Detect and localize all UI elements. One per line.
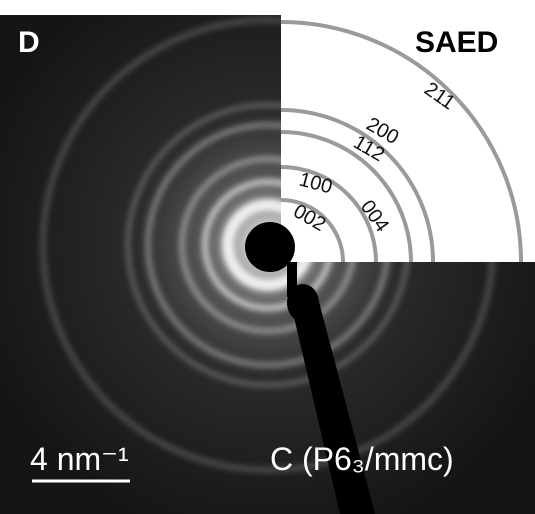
phase-label: C (P6₃/mmc) <box>270 441 454 477</box>
saed-figure: 211 200 112 100 004 002 D SAED 4 nm⁻¹ C … <box>0 0 535 514</box>
panel-title: SAED <box>415 26 498 59</box>
scale-bar-label: 4 nm⁻¹ <box>30 441 129 477</box>
panel-label: D <box>18 26 40 59</box>
